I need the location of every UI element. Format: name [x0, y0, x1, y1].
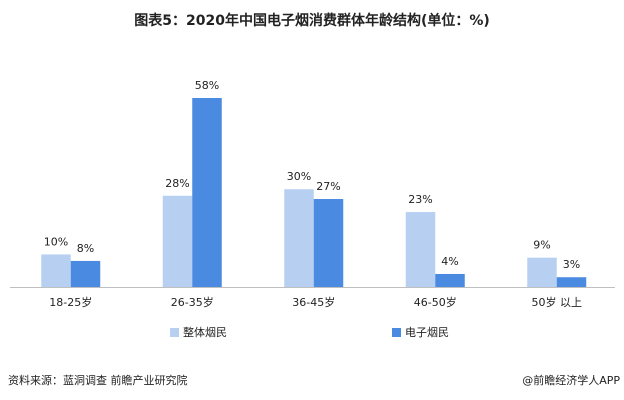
bar [70, 260, 101, 287]
x-tick-label: 36-45岁 [292, 295, 335, 309]
value-label: 30% [287, 170, 311, 183]
bar [313, 199, 344, 287]
value-label: 58% [195, 79, 219, 92]
x-tick-label: 50岁 以上 [532, 295, 583, 309]
credit: @前瞻经济学人APP [522, 373, 620, 387]
legend-label: 电子烟民 [405, 325, 449, 339]
bar [41, 254, 71, 287]
bar [435, 273, 465, 287]
legend-label: 整体烟民 [183, 325, 227, 339]
bar [284, 189, 314, 287]
value-label: 9% [533, 239, 550, 252]
x-tick-label: 46-50岁 [414, 295, 457, 309]
value-label: 3% [563, 258, 580, 271]
x-tick-label: 18-25岁 [49, 295, 92, 309]
legend-swatch [170, 328, 179, 337]
x-tick-label: 26-35岁 [171, 295, 214, 309]
value-label: 27% [316, 180, 340, 193]
legend-swatch [392, 328, 401, 337]
bar [405, 212, 436, 287]
bar [192, 98, 222, 287]
bar [162, 195, 193, 287]
value-label: 8% [77, 242, 94, 255]
value-label: 4% [441, 255, 458, 268]
source: 资料来源：蓝洞调查 前瞻产业研究院 [8, 373, 188, 387]
value-label: 23% [408, 193, 432, 206]
bar [527, 257, 557, 287]
value-label: 10% [44, 235, 68, 248]
value-label: 28% [165, 177, 189, 190]
chart-title: 图表5：2020年中国电子烟消费群体年龄结构(单位：%) [134, 12, 490, 29]
bar [556, 277, 587, 287]
